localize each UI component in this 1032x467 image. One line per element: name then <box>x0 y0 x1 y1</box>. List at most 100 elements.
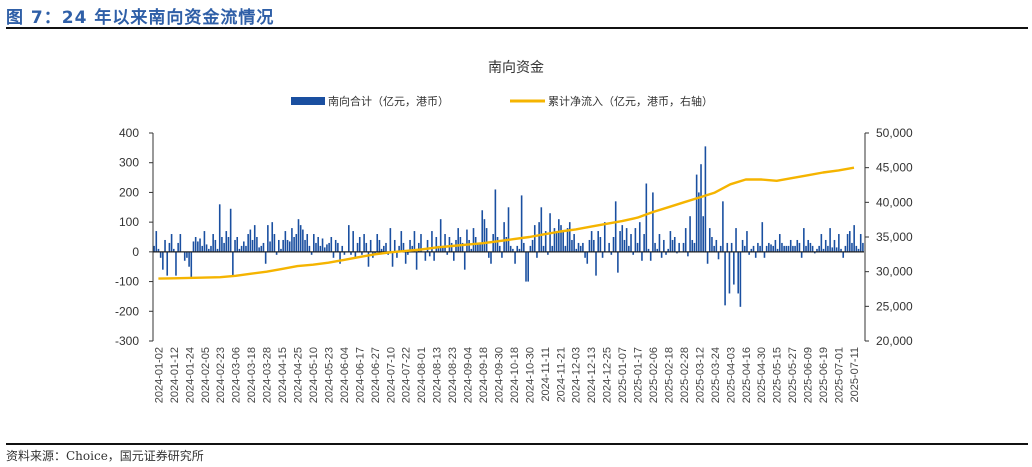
bar <box>544 231 547 252</box>
bar <box>625 228 628 252</box>
bar <box>809 242 812 252</box>
bar <box>437 245 440 252</box>
bar <box>614 201 617 252</box>
left-tick-label: -200 <box>115 304 139 318</box>
bar <box>190 251 193 279</box>
x-tick-label: 2024-10-18 <box>509 347 521 403</box>
bar <box>667 248 669 252</box>
bar <box>833 239 836 252</box>
x-tick-label: 2025-05-15 <box>772 347 784 403</box>
bar <box>339 251 341 264</box>
x-tick-label: 2025-01-17 <box>633 347 645 403</box>
bar <box>317 237 319 252</box>
bar <box>623 239 626 252</box>
bar <box>391 251 394 267</box>
bar <box>485 228 488 252</box>
bar <box>754 251 757 258</box>
bar <box>197 241 199 252</box>
bar <box>523 242 525 252</box>
x-tick-label: 2024-08-01 <box>416 347 428 403</box>
bar <box>842 251 845 258</box>
bar <box>398 245 400 252</box>
bar <box>663 239 665 252</box>
bar <box>579 245 582 252</box>
bar <box>328 242 330 252</box>
bar <box>262 242 265 252</box>
bar <box>407 251 409 255</box>
bar <box>704 146 707 252</box>
bar <box>334 239 337 252</box>
bar <box>713 245 715 252</box>
bar <box>778 234 781 252</box>
bar <box>448 237 451 252</box>
bar <box>348 225 350 252</box>
bar <box>238 248 241 252</box>
footer-divider <box>6 443 1028 445</box>
bar <box>687 251 689 257</box>
bar <box>369 239 372 252</box>
x-tick-label: 2024-01-02 <box>153 347 165 403</box>
bar <box>595 251 597 276</box>
bar <box>400 231 403 252</box>
right-tick-label: 50,000 <box>876 126 913 140</box>
x-tick-label: 2025-07-11 <box>849 347 861 402</box>
bar <box>240 245 243 252</box>
bar <box>641 251 643 261</box>
bar <box>490 251 492 264</box>
bar <box>533 225 536 252</box>
bar <box>711 237 713 252</box>
bar <box>851 242 853 252</box>
bar <box>781 242 783 252</box>
bar <box>693 242 696 252</box>
bar <box>695 174 698 252</box>
bar <box>172 248 175 252</box>
bar <box>479 242 481 252</box>
bar <box>638 222 641 252</box>
bar <box>302 229 304 252</box>
bar <box>212 234 214 252</box>
x-tick-label: 2024-03-18 <box>246 347 258 403</box>
legend-bar-swatch <box>291 97 325 105</box>
bar <box>610 251 613 255</box>
bar <box>820 234 823 252</box>
bar <box>859 234 862 252</box>
bar <box>164 239 166 252</box>
left-tick-label: 300 <box>119 156 139 170</box>
line-series <box>158 166 855 280</box>
figure-title: 图 7：24 年以来南向资金流情况 <box>6 8 275 28</box>
bar <box>531 239 534 252</box>
x-tick-label: 2024-12-03 <box>571 347 583 403</box>
bar <box>824 239 827 252</box>
bar <box>295 234 298 252</box>
left-tick-label: 100 <box>119 215 139 229</box>
bar <box>236 237 239 252</box>
bar <box>288 241 291 252</box>
bar <box>700 164 702 252</box>
bar <box>759 245 761 252</box>
bar <box>562 231 564 252</box>
x-tick-label: 2024-04-15 <box>277 347 289 403</box>
bar <box>796 239 799 252</box>
bar <box>853 225 855 252</box>
x-tick-label: 2024-06-04 <box>339 347 351 403</box>
bar <box>415 251 418 270</box>
bar <box>356 242 359 252</box>
right-tick-label: 25,000 <box>876 299 913 313</box>
bar <box>724 251 726 306</box>
x-tick-label: 2025-02-28 <box>679 347 691 403</box>
x-tick-label: 2024-07-10 <box>385 347 397 403</box>
bar <box>525 251 527 282</box>
x-tick-label: 2024-09-04 <box>463 347 475 403</box>
bar <box>560 225 562 252</box>
bar <box>566 228 569 252</box>
bar <box>827 245 829 252</box>
bar <box>247 234 249 252</box>
x-tick-label: 2025-01-07 <box>617 347 629 403</box>
bar <box>183 251 186 261</box>
legend-bar-label: 南向合计（亿元，港币） <box>328 94 449 108</box>
bar <box>439 219 442 252</box>
bar <box>509 245 512 252</box>
bar <box>678 242 680 252</box>
bar <box>507 207 510 252</box>
x-tick-label: 2024-10-30 <box>524 347 536 403</box>
